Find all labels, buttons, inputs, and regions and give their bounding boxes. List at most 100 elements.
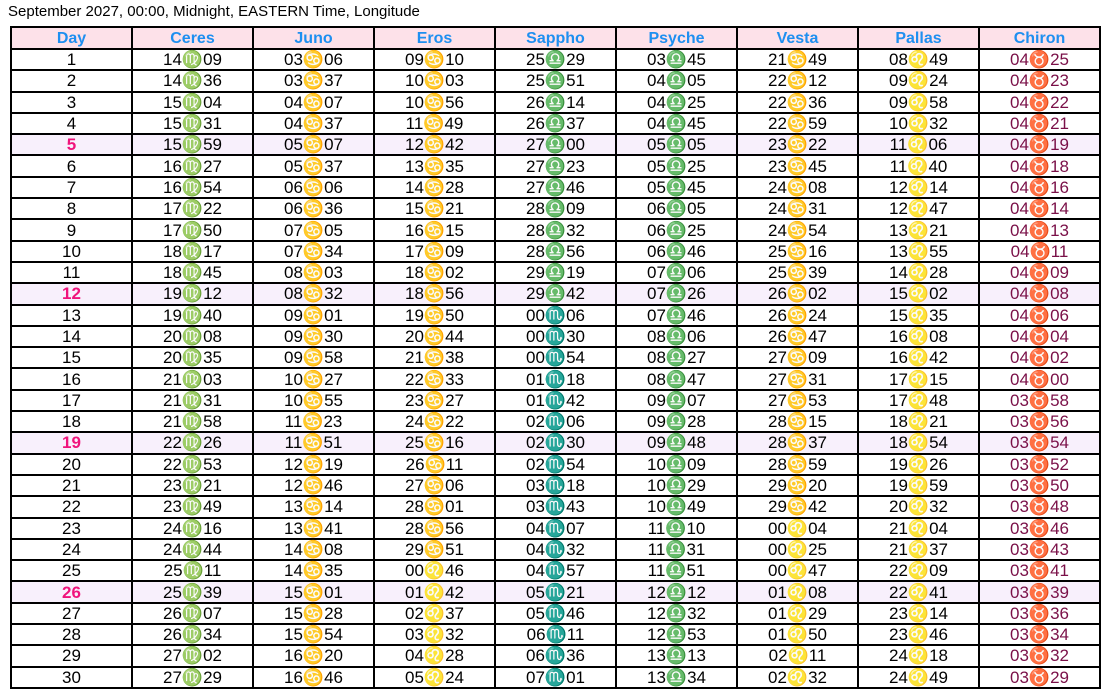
psyche-cell: 05♎05 [615,133,738,157]
sappho-cell: 02♏54 [494,452,617,476]
juno-cell: 15♋01 [252,580,375,604]
eros-cell: 00♌46 [373,559,496,583]
vesta-cell: 23♋22 [736,133,859,157]
day-cell: 8 [10,197,133,221]
pallas-cell: 17♌48 [857,388,980,413]
psyche-cell: 06♎25 [615,218,738,242]
sappho-cell: 27♎46 [494,175,617,200]
psyche-cell: 03♎45 [615,47,738,72]
pallas-cell: 20♌32 [857,495,980,519]
vesta-cell: 00♌47 [736,559,859,583]
ceres-cell: 23♍49 [131,495,254,519]
ceres-cell: 20♍08 [131,324,254,349]
pallas-cell: 15♌02 [857,282,980,306]
psyche-cell: 05♎45 [615,175,738,200]
eros-cell: 15♋21 [373,197,496,221]
table-row: 23 24♍16 13♋41 28♋56 04♏07 11♎10 00♌04 21♌04 03♉… [10,516,1101,540]
table-row: 5 15♍59 05♋07 12♋42 27♎00 05♎05 23♋22 11♌06 04♉1… [10,133,1101,157]
psyche-cell: 07♎06 [615,260,738,285]
psyche-cell: 04♎05 [615,69,738,93]
column-header-psyche: Psyche [615,26,738,50]
psyche-cell: 07♎26 [615,282,738,306]
eros-cell: 18♋02 [373,260,496,285]
ceres-cell: 16♍54 [131,175,254,200]
vesta-cell: 28♋15 [736,410,859,434]
column-header-day: Day [10,26,133,50]
juno-cell: 10♋27 [252,367,375,391]
psyche-cell: 12♎12 [615,580,738,604]
pallas-cell: 12♌47 [857,197,980,221]
table-row: 21 23♍21 12♋46 27♋06 03♏18 10♎29 29♋20 19♌59 03♉… [10,473,1101,498]
chiron-cell: 03♉50 [978,473,1101,498]
eros-cell: 28♋01 [373,495,496,519]
sappho-cell: 28♎56 [494,239,617,263]
column-header-ceres: Ceres [131,26,254,50]
table-row: 6 16♍27 05♋37 13♋35 27♎23 05♎25 23♋45 11♌40 04♉1… [10,154,1101,178]
ceres-cell: 21♍03 [131,367,254,391]
sappho-cell: 27♎23 [494,154,617,178]
pallas-cell: 22♌41 [857,580,980,604]
psyche-cell: 11♎51 [615,559,738,583]
ceres-cell: 26♍07 [131,601,254,626]
chiron-cell: 03♉56 [978,410,1101,434]
chiron-cell: 04♉09 [978,260,1101,285]
pallas-cell: 11♌40 [857,154,980,178]
eros-cell: 11♋49 [373,111,496,136]
table-row: 28 26♍34 15♋54 03♌32 06♏11 12♎53 01♌50 23♌46 03♉… [10,623,1101,647]
table-row: 20 22♍53 12♋19 26♋11 02♏54 10♎09 28♋59 19♌26 03♉… [10,452,1101,476]
sappho-cell: 04♏57 [494,559,617,583]
day-cell: 5 [10,133,133,157]
pallas-cell: 13♌55 [857,239,980,263]
juno-cell: 14♋35 [252,559,375,583]
table-row: 9 17♍50 07♋05 16♋15 28♎32 06♎25 24♋54 13♌21 04♉1… [10,218,1101,242]
juno-cell: 15♋54 [252,623,375,647]
chiron-cell: 03♉58 [978,388,1101,413]
vesta-cell: 00♌04 [736,516,859,540]
vesta-cell: 22♋12 [736,69,859,93]
pallas-cell: 09♌58 [857,90,980,114]
chiron-cell: 03♉39 [978,580,1101,604]
day-cell: 1 [10,47,133,72]
sappho-cell: 02♏30 [494,431,617,455]
juno-cell: 11♋23 [252,410,375,434]
sappho-cell: 28♎32 [494,218,617,242]
ceres-cell: 25♍11 [131,559,254,583]
sappho-cell: 05♏21 [494,580,617,604]
pallas-cell: 19♌26 [857,452,980,476]
psyche-cell: 05♎25 [615,154,738,178]
vesta-cell: 26♋24 [736,303,859,327]
ceres-cell: 23♍21 [131,473,254,498]
sappho-cell: 03♏18 [494,473,617,498]
eros-cell: 19♋50 [373,303,496,327]
juno-cell: 06♋36 [252,197,375,221]
eros-cell: 14♋28 [373,175,496,200]
chiron-cell: 04♉25 [978,47,1101,72]
day-cell: 7 [10,175,133,200]
juno-cell: 04♋07 [252,90,375,114]
chiron-cell: 04♉02 [978,346,1101,370]
eros-cell: 05♌24 [373,665,496,689]
eros-cell: 02♌37 [373,601,496,626]
table-row: 17 21♍31 10♋55 23♋27 01♏42 09♎07 27♋53 17♌48 03♉… [10,388,1101,413]
table-body: 1 14♍09 03♋06 09♋10 25♎29 03♎45 21♋49 08♌49 04♉2… [10,47,1101,689]
psyche-cell: 10♎09 [615,452,738,476]
psyche-cell: 10♎49 [615,495,738,519]
page-title: September 2027, 00:00, Midnight, EASTERN… [8,3,420,20]
juno-cell: 03♋37 [252,69,375,93]
ceres-cell: 18♍17 [131,239,254,263]
chiron-cell: 04♉16 [978,175,1101,200]
column-header-vesta: Vesta [736,26,859,50]
chiron-cell: 04♉06 [978,303,1101,327]
ceres-cell: 19♍40 [131,303,254,327]
day-cell: 9 [10,218,133,242]
table-row: 16 21♍03 10♋27 22♋33 01♏18 08♎47 27♋31 17♌15 04♉… [10,367,1101,391]
ceres-cell: 24♍44 [131,537,254,562]
ceres-cell: 16♍27 [131,154,254,178]
column-header-chiron: Chiron [978,26,1101,50]
ceres-cell: 27♍02 [131,644,254,668]
chiron-cell: 03♉34 [978,623,1101,647]
vesta-cell: 00♌25 [736,537,859,562]
chiron-cell: 04♉14 [978,197,1101,221]
vesta-cell: 01♌08 [736,580,859,604]
psyche-cell: 08♎06 [615,324,738,349]
